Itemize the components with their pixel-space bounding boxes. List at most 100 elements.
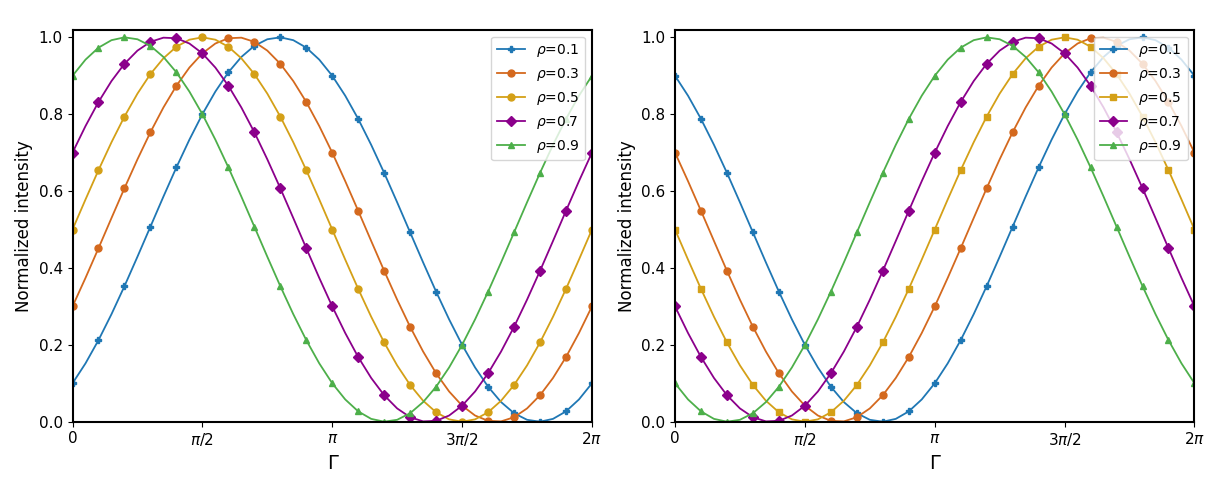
$\rho$=0.7 xyxy=(299,245,314,251)
$\rho$=0.1 xyxy=(273,35,288,41)
$\rho$=0.3 xyxy=(992,156,1006,162)
$\rho$=0.3 xyxy=(759,348,773,354)
$\rho$=0.9 xyxy=(915,93,930,99)
$\rho$=0.7 xyxy=(1019,35,1033,41)
$\rho$=0.3 xyxy=(467,413,482,419)
$\rho$=0.9 xyxy=(824,289,838,295)
$\rho$=0.5 xyxy=(1174,197,1188,203)
$\rho$=0.5 xyxy=(182,37,196,42)
$\rho$=0.3 xyxy=(455,403,470,408)
$\rho$=0.1 xyxy=(481,384,495,389)
$\rho$=0.5 xyxy=(351,286,366,292)
$\rho$=0.9 xyxy=(364,416,378,422)
$\rho$=0.3 xyxy=(927,304,942,309)
$\rho$=0.3 xyxy=(1044,64,1059,70)
$\rho$=0.9 xyxy=(902,116,916,122)
$\rho$=0.1 xyxy=(520,417,534,423)
$\rho$=0.5 xyxy=(927,226,942,232)
$\rho$=0.3 xyxy=(299,99,314,105)
$\rho$=0.9 xyxy=(520,200,534,205)
$\rho$=0.3 xyxy=(966,215,981,221)
$\rho$=0.3 xyxy=(338,178,353,184)
$\rho$=0.1 xyxy=(351,116,366,122)
$\rho$=0.1 xyxy=(1058,111,1072,117)
$\rho$=0.1 xyxy=(888,416,903,422)
$\rho$=0.1 xyxy=(1070,89,1085,95)
Line: $\rho$=0.1: $\rho$=0.1 xyxy=(70,34,595,425)
$\rho$=0.7 xyxy=(953,99,967,105)
$\rho$=0.1 xyxy=(533,419,548,425)
$\rho$=0.3 xyxy=(745,324,760,330)
$\rho$=0.1 xyxy=(455,342,470,348)
Legend: $\rho$=0.1, $\rho$=0.3, $\rho$=0.5, $\rho$=0.7, $\rho$=0.9: $\rho$=0.1, $\rho$=0.3, $\rho$=0.5, $\rh… xyxy=(1094,37,1187,161)
$\rho$=0.5 xyxy=(902,286,916,292)
$\rho$=0.3 xyxy=(706,238,721,244)
$\rho$=0.9 xyxy=(390,417,405,423)
$\rho$=0.1 xyxy=(980,283,994,289)
$\rho$=0.7 xyxy=(338,330,353,336)
$\rho$=0.7 xyxy=(403,414,417,420)
$\rho$=0.1 xyxy=(338,93,353,99)
$\rho$=0.7 xyxy=(364,375,378,381)
$\rho$=0.5 xyxy=(745,382,760,388)
$\rho$=0.5 xyxy=(1005,71,1020,77)
$\rho$=0.9 xyxy=(221,164,235,170)
$\rho$=0.9 xyxy=(377,419,392,425)
$\rho$=0.7 xyxy=(667,304,682,309)
$\rho$=0.9 xyxy=(182,89,196,95)
$\rho$=0.9 xyxy=(1044,89,1059,95)
$\rho$=0.9 xyxy=(1058,111,1072,117)
$\rho$=0.9 xyxy=(285,311,300,317)
$\rho$=0.5 xyxy=(1187,226,1202,232)
$\rho$=0.9 xyxy=(1174,361,1188,366)
$\rho$=0.3 xyxy=(720,268,734,274)
$\rho$=0.3 xyxy=(824,418,838,424)
$\rho$=0.7 xyxy=(681,330,695,336)
$\rho$=0.9 xyxy=(170,69,184,75)
$\rho$=0.9 xyxy=(260,254,274,260)
$\rho$=0.3 xyxy=(325,150,339,156)
$\rho$=0.3 xyxy=(1187,150,1202,156)
$\rho$=0.3 xyxy=(312,123,327,129)
$\rho$=0.9 xyxy=(837,260,852,265)
$\rho$=0.1 xyxy=(1109,43,1124,49)
$\rho$=0.9 xyxy=(273,283,288,289)
$\rho$=0.5 xyxy=(863,363,877,368)
$\rho$=0.1 xyxy=(364,142,378,148)
$\rho$=0.5 xyxy=(784,416,799,422)
Y-axis label: Normalized intensity: Normalized intensity xyxy=(617,140,636,311)
$\rho$=0.9 xyxy=(1070,137,1085,142)
$\rho$=0.5 xyxy=(506,382,521,388)
$\rho$=0.1 xyxy=(1174,57,1188,62)
$\rho$=0.5 xyxy=(1070,37,1085,42)
$\rho$=0.5 xyxy=(667,226,682,232)
$\rho$=0.3 xyxy=(733,297,748,303)
$\rho$=0.3 xyxy=(559,354,573,360)
$\rho$=0.7 xyxy=(325,304,339,309)
$\rho$=0.5 xyxy=(545,314,560,320)
$\rho$=0.7 xyxy=(559,208,573,214)
$\rho$=0.3 xyxy=(403,324,417,330)
$\rho$=0.5 xyxy=(1109,71,1124,77)
$\rho$=0.5 xyxy=(810,416,825,422)
$\rho$=0.1 xyxy=(246,43,261,49)
$\rho$=0.7 xyxy=(745,414,760,420)
$\rho$=0.7 xyxy=(1148,215,1163,221)
$\rho$=0.3 xyxy=(377,268,392,274)
$\rho$=0.3 xyxy=(195,50,210,56)
$\rho$=0.3 xyxy=(1109,39,1124,45)
$\rho$=0.1 xyxy=(92,337,106,343)
$\rho$=0.3 xyxy=(285,78,300,84)
$\rho$=0.9 xyxy=(156,54,171,60)
$\rho$=0.3 xyxy=(156,104,171,110)
$\rho$=0.1 xyxy=(771,289,786,295)
$\rho$=0.1 xyxy=(584,380,599,386)
$\rho$=0.3 xyxy=(65,304,79,309)
$\rho$=0.3 xyxy=(117,185,132,191)
$\rho$=0.5 xyxy=(559,286,573,292)
$\rho$=0.1 xyxy=(390,200,405,205)
$\rho$=0.3 xyxy=(533,392,548,398)
Line: $\rho$=0.5: $\rho$=0.5 xyxy=(70,34,595,425)
$\rho$=0.5 xyxy=(246,71,261,77)
$\rho$=0.9 xyxy=(681,397,695,403)
